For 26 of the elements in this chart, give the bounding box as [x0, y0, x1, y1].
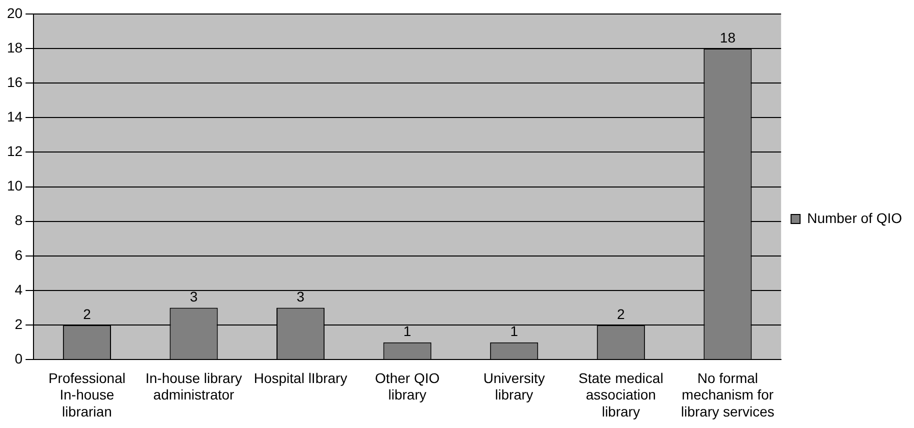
x-tick-label: Professional In-house librarian: [48, 370, 126, 420]
y-tick-label: 14: [6, 108, 23, 125]
y-tick-label: 4: [14, 281, 23, 298]
y-tick-label: 12: [6, 143, 23, 160]
data-label: 2: [617, 306, 626, 322]
y-tick-label: 6: [14, 246, 23, 263]
y-tick-label: 10: [6, 178, 23, 194]
x-tick-label: In-house library administrator: [146, 370, 242, 403]
y-tick-label: 8: [14, 212, 23, 228]
x-tick-label: State medical association library: [578, 370, 664, 420]
y-tick-label: 0: [14, 350, 23, 366]
y-tick-label: 16: [6, 74, 23, 90]
x-tick-label: Hospital lIbrary: [254, 370, 348, 386]
x-tick-label: Other QIO library: [375, 370, 440, 403]
data-label: 18: [720, 29, 736, 46]
y-tick-label: 2: [14, 316, 23, 332]
y-tick-label: 18: [6, 39, 23, 56]
data-label: 3: [190, 288, 198, 305]
legend-label: Number of QIO: [807, 210, 902, 226]
data-label: 3: [296, 288, 305, 305]
x-tick-label: No formal mechanism for library services: [681, 370, 774, 420]
y-tick-label: 20: [6, 4, 23, 21]
x-tick-label: University library: [483, 370, 545, 403]
data-label: 1: [510, 323, 518, 340]
data-label: 2: [83, 306, 92, 322]
data-label: 1: [403, 323, 412, 340]
